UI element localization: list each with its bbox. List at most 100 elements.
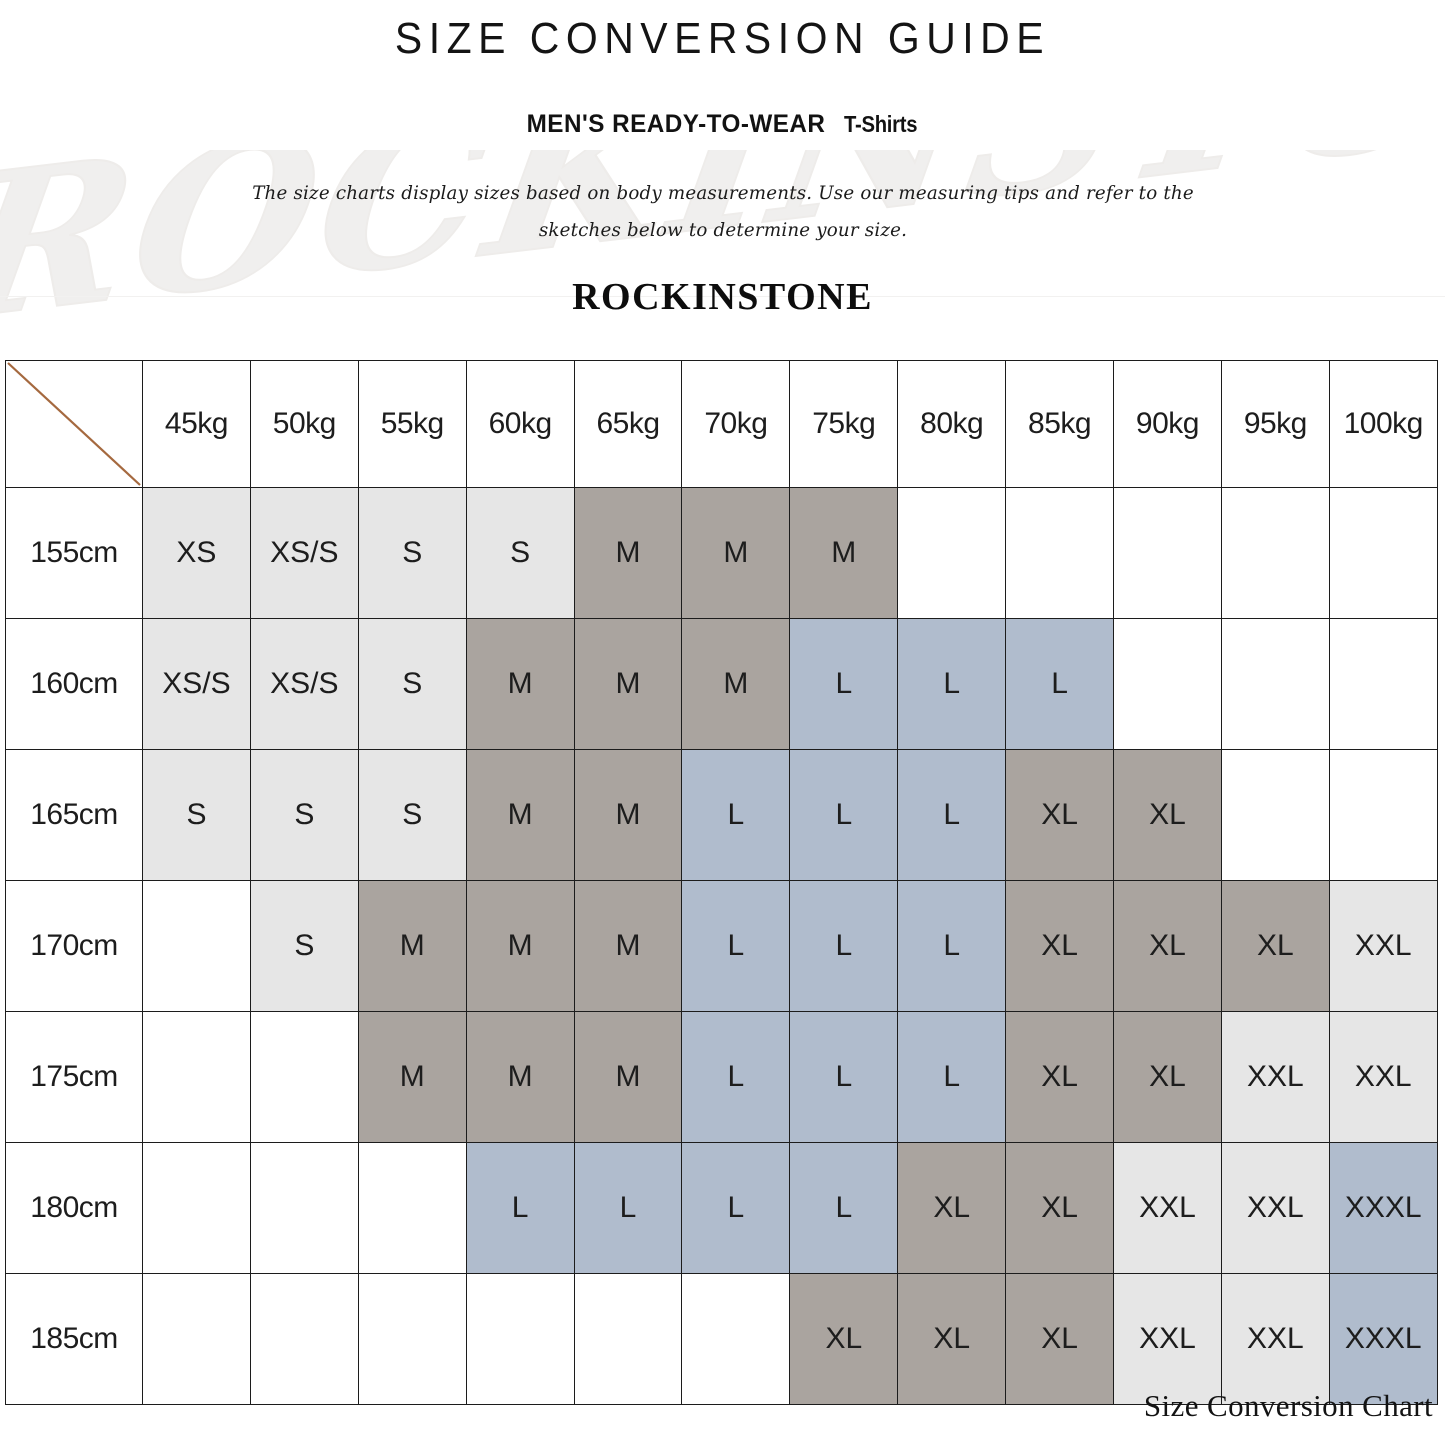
size-cell: XS/S [142, 618, 251, 750]
table-row: 155cm XS XS/S S S M M M [5, 487, 1438, 619]
row-header-height: 155cm [5, 487, 143, 619]
column-header-weight: 50kg [249, 360, 359, 488]
column-header-weight: 55kg [357, 360, 467, 488]
size-cell: XS [142, 487, 251, 619]
size-cell: S [249, 880, 359, 1012]
size-cell: XS/S [249, 618, 359, 750]
table-row: 185cm XL XL XL XXL XXL XXXL [5, 1273, 1438, 1405]
size-cell: XL [1005, 1142, 1115, 1274]
size-cell: M [573, 618, 683, 750]
brand-name: ROCKINSTONE [572, 276, 873, 319]
size-cell: L [789, 1011, 899, 1143]
column-header-weight: 100kg [1328, 360, 1438, 488]
size-cell: L [681, 1142, 791, 1274]
size-cell: M [789, 487, 899, 619]
size-cell [1220, 487, 1330, 619]
size-cell: S [249, 749, 359, 881]
size-cell [1113, 618, 1222, 750]
size-cell: M [465, 749, 575, 881]
size-cell: L [789, 1142, 899, 1274]
size-cell: M [465, 1011, 575, 1143]
size-cell [1113, 487, 1222, 619]
size-cell [142, 1011, 251, 1143]
table-row: 160cm XS/S XS/S S M M M L L L [5, 618, 1438, 750]
column-header-weight: 65kg [573, 360, 683, 488]
size-cell [573, 1273, 683, 1405]
size-conversion-table: 45kg 50kg 55kg 60kg 65kg 70kg 75kg 80kg 85kg 90kg… [5, 360, 1438, 1405]
size-cell: L [897, 1011, 1007, 1143]
table-row: 165cm S S S M M L L L XL XL [5, 749, 1438, 881]
size-cell: XL [1113, 749, 1222, 881]
size-cell [142, 1273, 251, 1405]
size-cell: M [573, 1011, 683, 1143]
table-row: 170cm S M M M L L L XL XL XL XXL [5, 880, 1438, 1012]
size-cell: XXL [1328, 880, 1438, 1012]
size-cell [249, 1273, 359, 1405]
size-cell [249, 1011, 359, 1143]
size-cell: M [573, 749, 683, 881]
column-header-weight: 85kg [1005, 360, 1115, 488]
row-header-height: 160cm [5, 618, 143, 750]
row-header-height: 175cm [5, 1011, 143, 1143]
size-cell: XXL [1220, 1273, 1330, 1405]
size-cell: XL [1005, 749, 1115, 881]
size-cell: L [789, 880, 899, 1012]
size-cell: L [789, 749, 899, 881]
size-cell: XL [1113, 880, 1222, 1012]
page-header: SIZE CONVERSION GUIDE MEN'S READY-TO-WEA… [0, 0, 1445, 319]
size-cell [897, 487, 1007, 619]
size-cell: XL [897, 1273, 1007, 1405]
size-cell [1220, 749, 1330, 881]
page-title: SIZE CONVERSION GUIDE [394, 14, 1051, 63]
column-header-weight: 45kg [142, 360, 251, 488]
size-cell: XL [1005, 1273, 1115, 1405]
row-header-height: 180cm [5, 1142, 143, 1274]
diagonal-divider-icon [7, 362, 141, 486]
size-cell: XXL [1220, 1011, 1330, 1143]
size-cell: XL [1005, 880, 1115, 1012]
size-cell: XL [1113, 1011, 1222, 1143]
size-cell [357, 1142, 467, 1274]
size-cell: S [465, 487, 575, 619]
row-header-height: 170cm [5, 880, 143, 1012]
column-header-weight: 95kg [1220, 360, 1330, 488]
size-cell: S [142, 749, 251, 881]
size-cell: XXL [1328, 1011, 1438, 1143]
size-cell: XXL [1113, 1142, 1222, 1274]
size-cell: S [357, 749, 467, 881]
size-cell: L [681, 749, 791, 881]
size-cell: L [789, 618, 899, 750]
size-cell: L [897, 618, 1007, 750]
chart-caption: Size Conversion Chart [1143, 1388, 1433, 1423]
size-cell: L [1005, 618, 1115, 750]
size-cell: XL [1005, 1011, 1115, 1143]
size-cell: M [573, 880, 683, 1012]
size-cell: L [573, 1142, 683, 1274]
size-cell: M [465, 618, 575, 750]
subtitle-product: T-Shirts [844, 111, 918, 137]
table-row: 180cm L L L L XL XL XXL XXL XXXL [5, 1142, 1438, 1274]
size-cell [249, 1142, 359, 1274]
size-cell [142, 880, 251, 1012]
size-cell [357, 1273, 467, 1405]
size-cell: M [357, 1011, 467, 1143]
size-cell [1328, 749, 1438, 881]
watermark-rule [0, 296, 1445, 297]
table-header-row: 45kg 50kg 55kg 60kg 65kg 70kg 75kg 80kg 85kg 90kg… [5, 360, 1438, 488]
size-cell: M [465, 880, 575, 1012]
size-cell: XXL [1113, 1273, 1222, 1405]
size-cell [465, 1273, 575, 1405]
size-cell: M [681, 618, 791, 750]
size-cell [142, 1142, 251, 1274]
size-cell: L [465, 1142, 575, 1274]
size-cell: L [897, 880, 1007, 1012]
size-cell: XS/S [249, 487, 359, 619]
row-header-height: 165cm [5, 749, 143, 881]
subtitle: MEN'S READY-TO-WEAR T-Shirts [0, 112, 1445, 137]
size-cell: M [573, 487, 683, 619]
size-cell [1328, 618, 1438, 750]
size-cell: XXXL [1328, 1142, 1438, 1274]
size-cell: S [357, 618, 467, 750]
row-header-height: 185cm [5, 1273, 143, 1405]
size-chart-container: 45kg 50kg 55kg 60kg 65kg 70kg 75kg 80kg 85kg 90kg… [5, 360, 1438, 1405]
